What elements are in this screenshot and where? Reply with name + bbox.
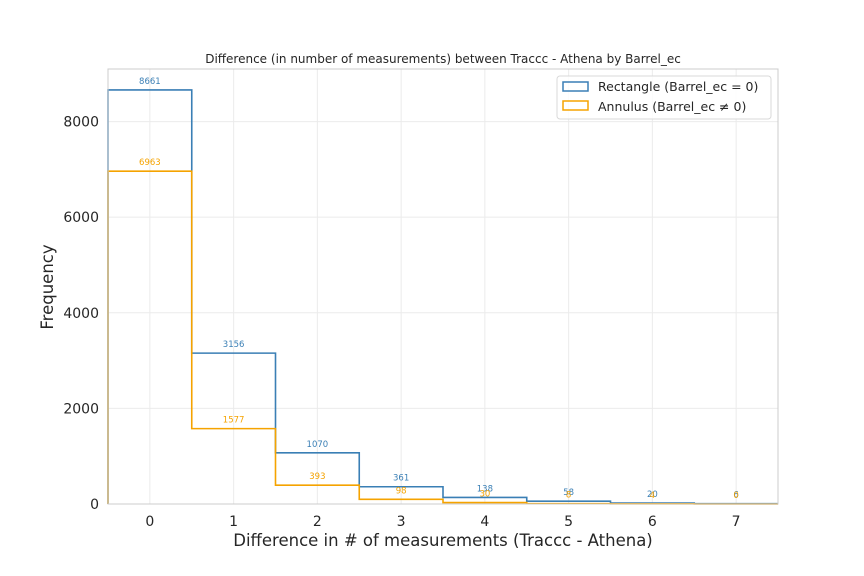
- bar-value-label: 8661: [139, 77, 161, 87]
- bar-value-labels: 8661 3156 1070 361 138 58 20 6 6963 1577 393 98 30 8 4…: [139, 77, 739, 501]
- bar-value-label: 361: [393, 474, 409, 484]
- x-tick-labels: 0 1 2 3 4 5 6 7: [145, 514, 740, 530]
- plot-frame: [107, 68, 779, 505]
- bar-value-label: 6963: [139, 158, 161, 168]
- bar-value-label: 58: [563, 488, 574, 498]
- x-axis-title: Difference in # of measurements (Traccc …: [233, 531, 653, 550]
- bar-value-label: 138: [477, 484, 493, 494]
- bar-value-label: 30: [479, 490, 490, 500]
- x-tick-label: 6: [648, 514, 657, 530]
- bar-value-label: 393: [309, 472, 325, 482]
- y-tick-label: 6000: [63, 210, 99, 226]
- x-tick-label: 2: [313, 514, 322, 530]
- legend-box: [556, 75, 772, 120]
- y-tick-labels: 0 2000 4000 6000 8000: [63, 115, 99, 513]
- legend: Rectangle (Barrel_ec = 0) Annulus (Barre…: [556, 75, 772, 120]
- y-axis-title: Frequency: [38, 244, 57, 329]
- bar-value-label: 1577: [223, 416, 245, 426]
- y-tick-label: 2000: [63, 401, 99, 417]
- bar-value-label: 3156: [223, 340, 245, 350]
- bar-value-label: 20: [647, 490, 658, 500]
- legend-swatch-rectangle: [562, 81, 589, 92]
- legend-swatch-annulus: [562, 100, 589, 111]
- chart-title: Difference (in number of measurements) b…: [205, 52, 681, 66]
- bar-value-label: 4: [650, 491, 655, 501]
- y-tick-label: 8000: [63, 115, 99, 131]
- y-tick-label: 4000: [63, 306, 99, 322]
- bar-value-label: 0: [733, 491, 738, 501]
- plot-background: [108, 69, 778, 504]
- x-tick-label: 7: [732, 514, 741, 530]
- bar-value-label: 6: [733, 491, 738, 501]
- x-tick-label: 3: [397, 514, 406, 530]
- x-tick-label: 5: [564, 514, 573, 530]
- bar-value-label: 98: [396, 486, 407, 496]
- legend-label-annulus: Annulus (Barrel_ec ≠ 0): [598, 99, 746, 114]
- bar-value-label: 1070: [307, 440, 329, 450]
- y-tick-label: 0: [90, 497, 99, 513]
- x-tick-label: 4: [480, 514, 489, 530]
- legend-label-rectangle: Rectangle (Barrel_ec = 0): [598, 79, 758, 94]
- x-tick-label: 1: [229, 514, 238, 530]
- bar-value-label: 8: [566, 491, 571, 501]
- x-tick-label: 0: [145, 514, 154, 530]
